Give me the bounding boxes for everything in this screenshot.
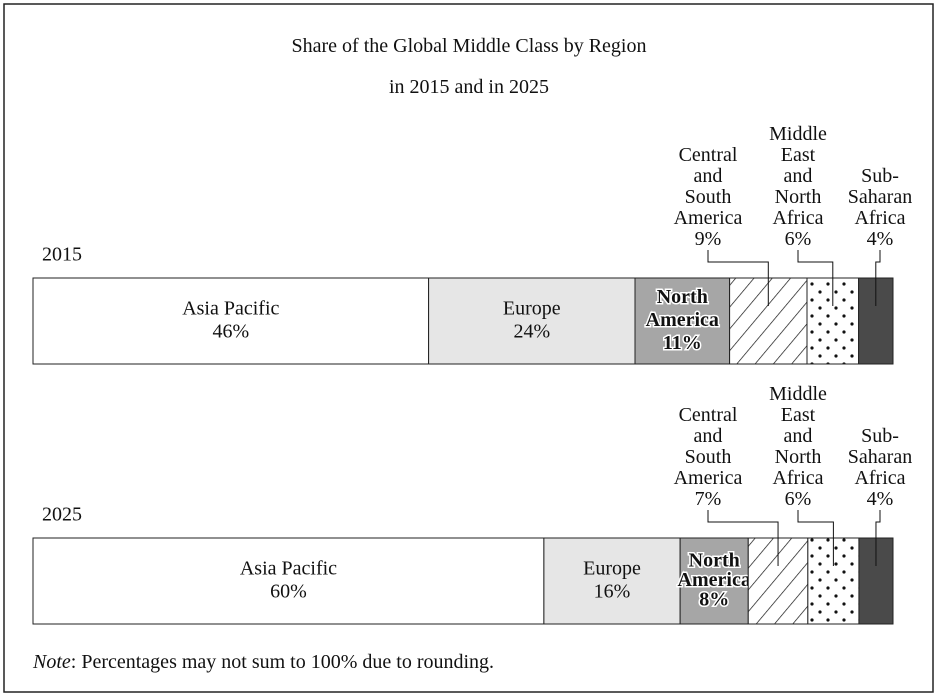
segment-value: 16%	[594, 580, 631, 602]
segment-value: 7%	[695, 488, 722, 510]
bar-segment	[32, 537, 545, 625]
chart-title: Share of the Global Middle Class by Regi…	[292, 35, 647, 98]
category-label: 2025	[42, 504, 82, 526]
leader-line	[707, 250, 769, 306]
segment-name: Asia Pacific	[182, 297, 279, 319]
segment-value: 60%	[270, 580, 307, 602]
segment-name: Middle East and North Africa	[769, 123, 827, 229]
segment-name: Central and South America	[674, 404, 743, 489]
segment-name: Central and South America	[674, 144, 743, 229]
note-label: Note	[32, 651, 71, 673]
segment-value: 4%	[867, 488, 894, 510]
leader-line	[875, 510, 881, 566]
segment-value: 8%	[699, 588, 729, 610]
segment-name: Europe	[583, 557, 641, 579]
segment-value: 46%	[212, 320, 249, 342]
note-text: : Percentages may not sum to 100% due to…	[71, 651, 494, 673]
segment-name: Sub-Saharan Africa	[848, 165, 912, 229]
segment-name: North America	[678, 549, 751, 591]
segment-value: 24%	[513, 320, 550, 342]
segment-name: North America	[646, 286, 719, 331]
segment-name: Middle East and North Africa	[769, 383, 827, 489]
segment-name: Sub-Saharan Africa	[848, 425, 912, 489]
bar-segment	[679, 537, 749, 625]
leader-line	[875, 250, 881, 306]
frame	[3, 3, 934, 693]
category-label: 2015	[42, 244, 82, 266]
bar-segment	[543, 537, 681, 625]
bar-segment	[428, 277, 636, 365]
leader-line	[707, 510, 779, 566]
segment-value: 6%	[785, 488, 812, 510]
segment-name: Europe	[503, 297, 561, 319]
segment-value: 4%	[867, 228, 894, 250]
bar-segment	[32, 277, 430, 365]
segment-name: Asia Pacific	[240, 557, 337, 579]
leader-line	[797, 510, 834, 566]
segment-value: 9%	[695, 228, 722, 250]
segment-value: 11%	[663, 332, 702, 354]
segment-value: 6%	[785, 228, 812, 250]
leader-line	[797, 250, 834, 306]
note: Note: Percentages may not sum to 100% du…	[32, 651, 494, 673]
